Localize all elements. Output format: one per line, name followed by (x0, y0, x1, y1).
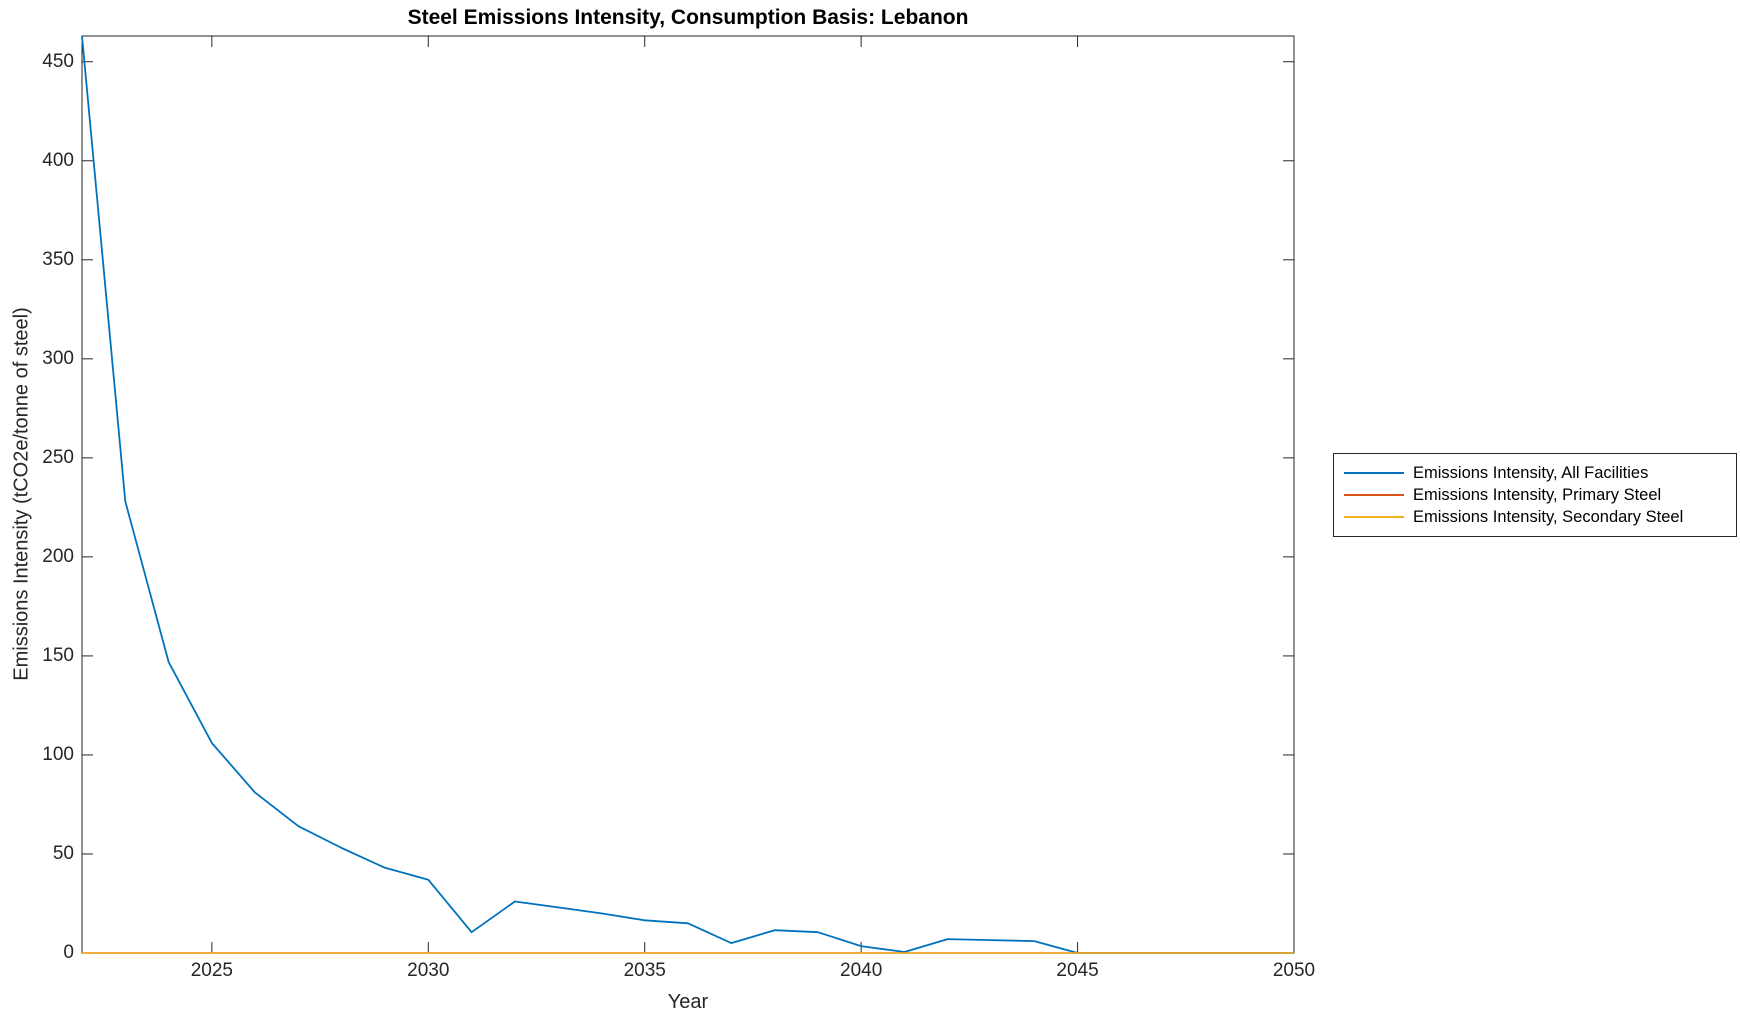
legend-label: Emissions Intensity, Secondary Steel (1413, 507, 1684, 526)
y-axis-label: Emissions Intensity (tCO2e/tonne of stee… (10, 307, 33, 681)
legend-item: Emissions Intensity, All Facilities (1334, 462, 1736, 484)
axes-box (81, 35, 1295, 954)
legend-line-sample-yellow (1344, 516, 1404, 518)
y-tick-label: 350 (42, 248, 74, 270)
y-tick-label: 100 (42, 743, 74, 765)
y-tick-label: 250 (42, 446, 74, 468)
series-line-0 (81, 35, 1294, 954)
legend-label: Emissions Intensity, Primary Steel (1413, 485, 1662, 504)
y-tick-label: 400 (42, 149, 74, 171)
x-tick-label: 2025 (190, 960, 233, 981)
legend: Emissions Intensity, All Facilities Emis… (1333, 453, 1737, 537)
legend-item: Emissions Intensity, Secondary Steel (1334, 506, 1736, 528)
y-tick-label: 200 (42, 545, 74, 567)
y-tick-label: 0 (63, 942, 74, 963)
chart-title: Steel Emissions Intensity, Consumption B… (407, 6, 969, 29)
y-tick-label: 300 (42, 347, 74, 369)
legend-item: Emissions Intensity, Primary Steel (1334, 484, 1736, 506)
x-tick-label: 2040 (840, 960, 883, 981)
legend-line-sample-orange (1344, 494, 1404, 496)
y-tick-label: 450 (42, 50, 74, 72)
y-tick-label: 50 (52, 842, 74, 864)
x-tick-label: 2045 (1056, 960, 1099, 981)
legend-line-sample-blue (1344, 472, 1404, 474)
x-tick-label: 2030 (407, 960, 450, 981)
y-tick-label: 150 (42, 644, 74, 666)
legend-label: Emissions Intensity, All Facilities (1413, 463, 1649, 482)
x-tick-label: 2050 (1272, 960, 1316, 981)
x-tick-label: 2035 (623, 960, 666, 981)
x-axis-label: Year (667, 991, 709, 1013)
